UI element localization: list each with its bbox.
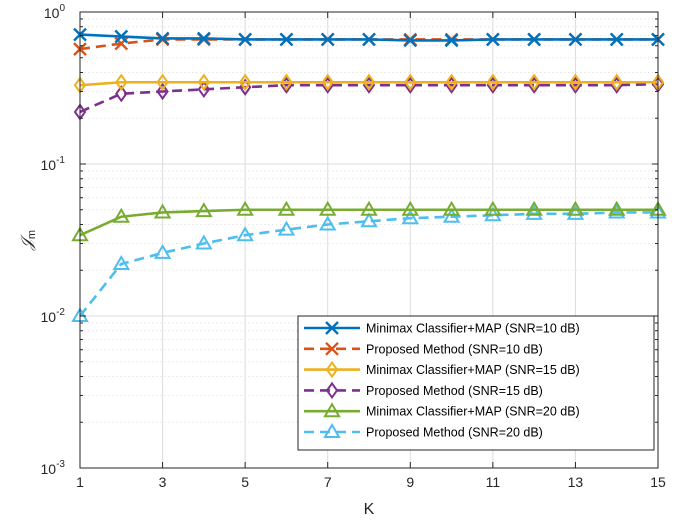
data-point — [320, 32, 335, 47]
data-point — [155, 31, 170, 46]
legend-label: Proposed Method (SNR=20 dB) — [366, 426, 543, 440]
data-point — [566, 200, 585, 216]
data-point — [607, 203, 626, 219]
data-point — [442, 200, 461, 216]
legend-label: Minimax Classifier+MAP (SNR=20 dB) — [366, 405, 580, 419]
data-point — [484, 200, 502, 216]
series-line — [79, 208, 658, 237]
data-point — [156, 73, 169, 91]
plot-frame — [79, 11, 659, 469]
legend-entry: Minimax Classifier+MAP (SNR=20 dB) — [304, 402, 580, 419]
series-1 — [73, 27, 665, 48]
data-point — [525, 204, 543, 220]
legend-label: Minimax Classifier+MAP (SNR=10 dB) — [366, 322, 580, 336]
data-point — [114, 29, 129, 44]
data-point — [404, 73, 417, 91]
data-point — [607, 200, 626, 216]
data-point — [195, 202, 213, 218]
y-tick-label: 10-2 — [41, 307, 66, 325]
data-point — [236, 200, 254, 216]
x-tick-label: 3 — [159, 474, 167, 490]
data-point — [527, 73, 541, 91]
legend-marker — [325, 360, 339, 379]
data-point — [401, 209, 420, 225]
y-tick-label: 100 — [44, 3, 66, 21]
series-line — [79, 80, 658, 87]
series-line — [79, 82, 659, 114]
data-point — [568, 32, 583, 47]
x-tick-label: 11 — [486, 474, 501, 490]
data-point — [197, 73, 211, 91]
data-point — [277, 200, 296, 216]
data-point — [197, 31, 211, 46]
data-point — [362, 32, 376, 47]
legend-entry: Proposed Method (SNR=20 dB) — [304, 423, 543, 440]
x-tick-label: 7 — [324, 474, 332, 490]
data-point — [195, 234, 213, 250]
legend-entry: Proposed Method (SNR=10 dB) — [304, 341, 543, 356]
data-point — [445, 73, 458, 91]
data-point — [321, 73, 334, 91]
data-point — [609, 32, 624, 47]
data-point — [403, 33, 418, 48]
legend-entry: Proposed Method (SNR=15 dB) — [304, 381, 543, 400]
data-point — [236, 226, 254, 242]
y-axis-label-sub: m — [26, 230, 38, 239]
data-point — [360, 212, 378, 228]
data-point — [444, 33, 459, 48]
legend-label: Proposed Method (SNR=15 dB) — [366, 384, 543, 398]
series-5 — [71, 200, 667, 242]
data-point — [318, 200, 337, 216]
data-point — [153, 203, 172, 219]
data-point — [610, 73, 623, 91]
series-6 — [71, 203, 667, 322]
data-point — [486, 32, 500, 47]
data-point — [238, 73, 252, 91]
legend-marker — [325, 321, 339, 335]
legend-label: Proposed Method (SNR=10 dB) — [366, 342, 543, 356]
data-point — [318, 215, 337, 231]
data-point — [238, 32, 252, 47]
data-point — [566, 204, 585, 220]
x-tick-label: 1 — [76, 474, 84, 490]
data-point — [569, 73, 582, 91]
legend-entry: Minimax Classifier+MAP (SNR=10 dB) — [304, 321, 580, 336]
data-point — [279, 32, 294, 47]
y-tick-label: 10-3 — [41, 459, 66, 477]
data-point — [527, 32, 541, 47]
legend-marker — [325, 341, 339, 356]
legend-marker — [325, 381, 339, 400]
data-point — [112, 207, 131, 223]
data-point — [280, 73, 293, 91]
data-point — [362, 73, 376, 91]
series-line — [78, 211, 658, 317]
x-axis-label: K — [364, 501, 375, 518]
data-point — [115, 73, 128, 91]
x-tick-label: 5 — [241, 474, 249, 490]
legend-marker — [323, 423, 341, 438]
x-tick-label: 9 — [406, 474, 414, 490]
x-tick-label: 15 — [650, 474, 666, 490]
x-tick-label: 13 — [568, 474, 584, 490]
data-point — [486, 73, 500, 91]
y-tick-label: 10-1 — [41, 155, 66, 173]
data-point — [360, 200, 378, 216]
legend-entry: Minimax Classifier+MAP (SNR=15 dB) — [304, 360, 580, 379]
data-point — [112, 254, 131, 270]
data-point — [525, 200, 543, 216]
series-3 — [73, 73, 665, 94]
data-point — [277, 220, 296, 236]
data-point — [156, 82, 169, 101]
legend-box — [297, 315, 655, 451]
y-axis-label: 𝒥m — [19, 230, 38, 251]
data-point — [197, 80, 211, 99]
data-point — [153, 243, 172, 259]
legend-label: Minimax Classifier+MAP (SNR=15 dB) — [366, 363, 580, 377]
data-point — [401, 200, 420, 216]
legend-marker — [323, 402, 341, 418]
data-point — [115, 84, 128, 103]
legend: Minimax Classifier+MAP (SNR=10 dB) Propos… — [297, 315, 655, 451]
